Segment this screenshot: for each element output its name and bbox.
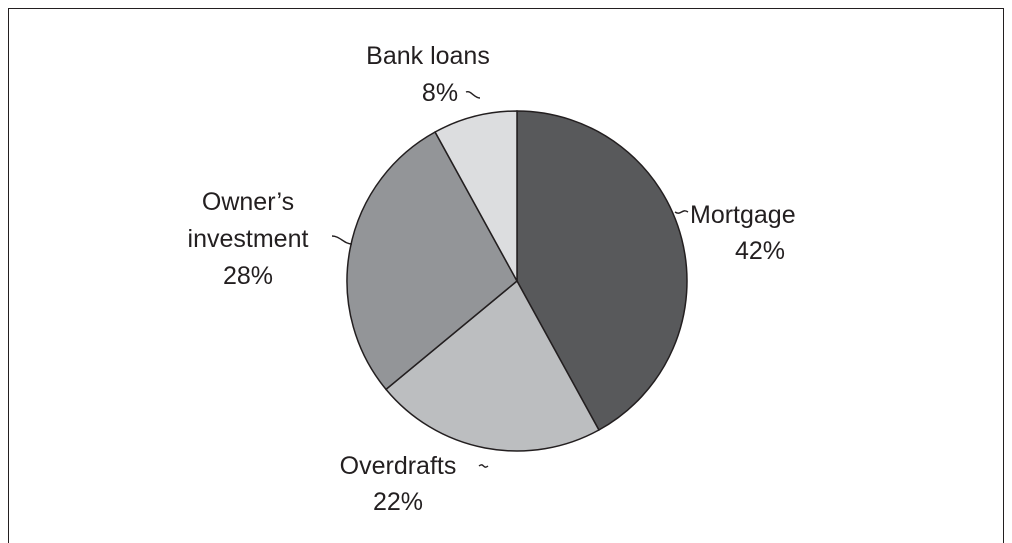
- pie-slices: [346, 110, 688, 452]
- leader-owners: [331, 235, 353, 245]
- pie-slice-mortgage: [516, 110, 688, 431]
- slice-label-overdrafts: Overdrafts: [340, 452, 457, 480]
- slice-value-overdrafts: 22%: [373, 488, 423, 516]
- slice-value-bank-loans: 8%: [422, 79, 458, 107]
- pie-slice-owner-s-investment: [346, 131, 518, 391]
- slice-value-mortgage: 42%: [735, 237, 785, 265]
- pie-slice-overdrafts: [384, 279, 600, 452]
- leader-mortgage: [674, 210, 689, 214]
- slice-label-bank-loans: Bank loans: [366, 42, 490, 70]
- leader-bank-loans: [465, 90, 481, 99]
- leader-lines: [331, 90, 689, 468]
- leader-overdrafts: [478, 464, 489, 468]
- slice-label-owners-line1: Owner’s: [202, 188, 294, 216]
- slice-label-owners-line2: investment: [188, 225, 309, 253]
- slice-value-owners: 28%: [223, 262, 273, 290]
- pie-slice-bank-loans: [434, 110, 518, 282]
- slice-label-mortgage: Mortgage: [690, 201, 796, 229]
